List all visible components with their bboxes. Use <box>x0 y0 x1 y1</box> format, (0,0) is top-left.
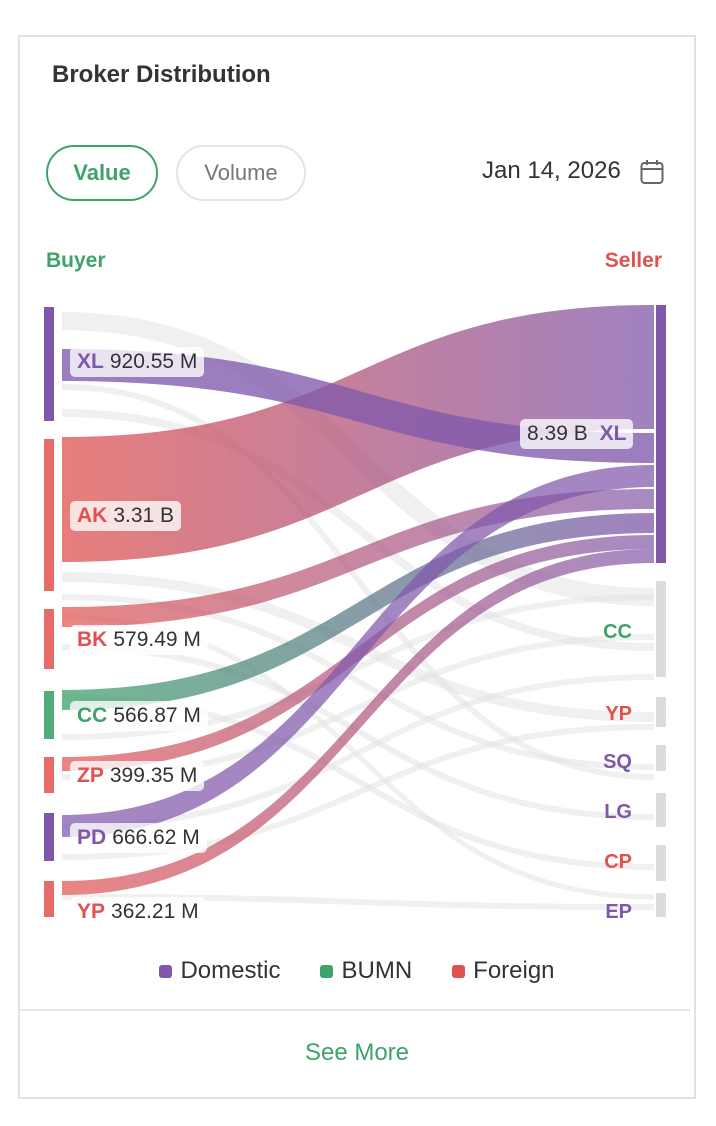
buyer-label-bk: BK 579.49 M <box>70 625 208 655</box>
legend: Domestic BUMN Foreign <box>20 957 694 985</box>
buyer-value: 920.55 M <box>109 350 198 373</box>
buyer-label-zp: ZP 399.35 M <box>70 761 205 791</box>
seller-bar-lg[interactable] <box>656 793 666 827</box>
buyer-bar-bk[interactable] <box>44 609 54 669</box>
seller-heading: Seller <box>604 249 662 272</box>
buyer-value: 579.49 M <box>113 628 201 651</box>
buyer-value: 3.31 B <box>113 504 175 527</box>
seller-label-yp: YP <box>605 703 632 725</box>
value-toggle-button[interactable]: Value <box>46 145 158 201</box>
buyer-code: AK <box>77 504 108 527</box>
legend-label: BUMN <box>341 957 413 984</box>
legend-label: Domestic <box>180 957 281 984</box>
flow-xl-xl <box>62 349 654 463</box>
buyer-bar-cc[interactable] <box>44 691 54 739</box>
buyer-value: 566.87 M <box>113 704 201 727</box>
buyer-label-yp: YP 362.21 M <box>70 897 206 927</box>
flow-cc-xl <box>62 513 654 710</box>
seller-label-xl: 8.39 B XL <box>520 419 634 449</box>
seller-label-sq: SQ <box>603 751 632 773</box>
flow-pd-xl <box>62 465 654 837</box>
seller-bar-sq[interactable] <box>656 745 666 771</box>
legend-item-foreign[interactable]: Foreign <box>452 957 555 985</box>
legend-item-bumn[interactable]: BUMN <box>320 957 412 985</box>
buyer-label-xl: XL 920.55 M <box>70 347 205 377</box>
see-more-link[interactable]: See More <box>304 1039 410 1066</box>
card-title: Broker Distribution <box>52 61 271 88</box>
buyer-value: 362.21 M <box>111 900 199 923</box>
buyer-bar-ak[interactable] <box>44 439 54 591</box>
divider <box>20 1009 690 1011</box>
legend-item-domestic[interactable]: Domestic <box>159 957 280 985</box>
buyer-bar-yp[interactable] <box>44 881 54 917</box>
seller-bar-yp[interactable] <box>656 697 666 727</box>
legend-label: Foreign <box>473 957 555 984</box>
buyer-code: ZP <box>77 764 104 787</box>
buyer-bar-pd[interactable] <box>44 813 54 861</box>
date-label[interactable]: Jan 14, 2026 <box>482 157 621 184</box>
buyer-code: CC <box>77 704 108 727</box>
buyer-label-cc: CC 566.87 M <box>70 701 208 731</box>
buyer-code: PD <box>77 826 107 849</box>
legend-swatch-domestic <box>159 964 173 978</box>
seller-bar-cc[interactable] <box>656 581 666 677</box>
flow-yp-xl <box>62 549 654 895</box>
seller-label-cp: CP <box>604 851 632 873</box>
sankey-diagram <box>44 305 666 917</box>
buyer-heading: Buyer <box>46 249 106 272</box>
seller-bar-cp[interactable] <box>656 845 666 881</box>
legend-swatch-bumn <box>320 964 334 978</box>
buyer-value: 399.35 M <box>109 764 198 787</box>
flow-ak-xl <box>62 305 654 562</box>
broker-distribution-card: Broker Distribution Value Volume Jan 14,… <box>18 35 696 1099</box>
seller-value: 8.39 B <box>527 422 588 445</box>
flow-bk-xl <box>62 489 654 627</box>
volume-toggle-button[interactable]: Volume <box>176 145 306 201</box>
seller-label-cc: CC <box>603 621 632 643</box>
buyer-code: YP <box>77 900 106 923</box>
buyer-code: BK <box>77 628 108 651</box>
buyer-label-pd: PD 666.62 M <box>70 823 207 853</box>
buyer-bar-zp[interactable] <box>44 757 54 793</box>
buyer-bar-xl[interactable] <box>44 307 54 421</box>
buyer-code: XL <box>77 350 104 373</box>
legend-swatch-foreign <box>452 964 466 978</box>
seller-bar-xl[interactable] <box>656 305 666 563</box>
calendar-icon[interactable] <box>640 159 664 185</box>
seller-bar-ep[interactable] <box>656 893 666 917</box>
buyer-label-ak: AK 3.31 B <box>70 501 182 531</box>
seller-label-ep: EP <box>605 901 632 923</box>
buyer-value: 666.62 M <box>112 826 200 849</box>
seller-code: XL <box>599 422 627 445</box>
seller-label-lg: LG <box>604 801 632 823</box>
